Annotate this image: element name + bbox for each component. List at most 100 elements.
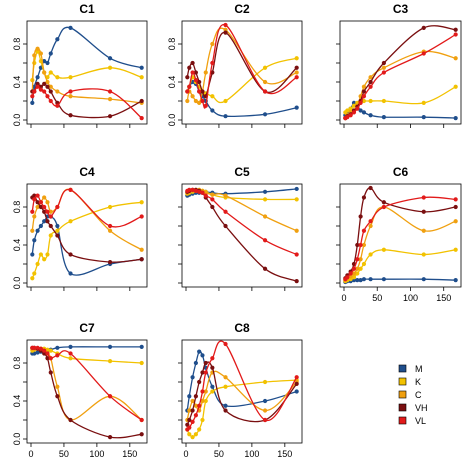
data-point — [68, 252, 73, 257]
series-vh — [185, 187, 299, 284]
data-point — [381, 70, 386, 75]
data-point — [381, 60, 386, 66]
data-point — [358, 257, 363, 262]
data-point — [210, 389, 215, 394]
data-point — [55, 204, 60, 210]
data-point — [200, 417, 205, 423]
data-point — [421, 209, 426, 214]
plot-frame — [26, 183, 148, 288]
y-tick-label: 0.4 — [167, 76, 177, 89]
data-point — [453, 56, 458, 61]
data-point — [368, 185, 373, 191]
data-point — [45, 219, 50, 224]
data-point — [368, 223, 373, 229]
data-point — [185, 89, 190, 94]
data-point — [453, 278, 458, 283]
data-point — [193, 360, 198, 366]
y-tick-label: 0.8 — [12, 38, 22, 51]
x-tick-label: 150 — [436, 293, 451, 303]
series-vl — [185, 187, 299, 257]
data-point — [139, 257, 144, 262]
data-point — [210, 365, 215, 370]
data-point — [262, 214, 268, 219]
panel-c7: C7 0.0 0.4 0.8 0 50 100 150 — [12, 321, 148, 459]
data-point — [55, 384, 60, 389]
series-k — [30, 200, 144, 281]
data-point — [210, 60, 215, 66]
data-point — [351, 110, 357, 115]
data-point — [45, 356, 50, 361]
data-point — [42, 257, 47, 262]
panel-title: C2 — [234, 2, 250, 16]
data-point — [139, 75, 144, 80]
data-point — [38, 87, 43, 92]
data-point — [42, 348, 47, 353]
data-point — [200, 398, 205, 404]
data-point — [32, 345, 37, 350]
data-point — [139, 214, 144, 219]
series-vl — [30, 187, 144, 229]
panel-title: C3 — [393, 2, 409, 16]
data-point — [453, 27, 458, 32]
data-point — [210, 384, 215, 389]
series-vl — [343, 195, 458, 282]
data-point — [68, 113, 73, 118]
data-point — [32, 197, 37, 202]
data-point — [453, 32, 458, 37]
data-point — [35, 200, 40, 205]
data-point — [55, 37, 60, 42]
data-point — [348, 271, 353, 276]
data-point — [345, 108, 350, 113]
data-point — [107, 359, 113, 364]
data-point — [35, 84, 40, 89]
data-point — [139, 98, 144, 104]
data-point — [262, 266, 268, 271]
data-point — [68, 25, 73, 30]
data-point — [210, 356, 215, 361]
y-tick-label: 0.8 — [12, 357, 22, 370]
plot-frame — [26, 20, 148, 125]
data-point — [361, 110, 367, 115]
data-point — [200, 190, 205, 195]
data-point — [355, 106, 360, 111]
data-point — [368, 252, 373, 257]
data-point — [203, 193, 208, 198]
data-point — [190, 70, 195, 75]
data-point — [368, 98, 373, 104]
data-point — [381, 115, 386, 120]
data-point — [32, 53, 37, 58]
data-point — [348, 106, 353, 111]
series-m — [30, 25, 144, 105]
data-point — [203, 370, 208, 375]
data-point — [193, 432, 198, 437]
x-tick-label: 0 — [28, 449, 33, 459]
data-point — [200, 353, 205, 358]
series-k — [30, 346, 144, 366]
data-point — [193, 78, 198, 83]
data-point — [361, 98, 367, 104]
data-point — [381, 65, 386, 70]
data-point — [139, 247, 144, 252]
data-point — [48, 98, 53, 104]
series-m — [343, 277, 458, 285]
data-point — [38, 51, 43, 56]
data-point — [107, 65, 113, 70]
legend: MKC VH VL — [398, 364, 428, 426]
panel-title: C4 — [79, 165, 95, 179]
data-point — [348, 113, 353, 118]
x-tick-label: 50 — [214, 449, 224, 459]
data-point — [203, 389, 208, 394]
data-point — [68, 89, 73, 94]
data-point — [55, 353, 60, 358]
data-point — [32, 89, 37, 94]
data-point — [358, 108, 363, 113]
data-point — [107, 260, 113, 265]
data-point — [381, 277, 386, 282]
data-point — [361, 94, 367, 99]
data-point — [68, 187, 73, 192]
data-point — [197, 349, 202, 354]
data-point — [368, 277, 373, 282]
data-point — [294, 70, 299, 75]
data-point — [48, 214, 53, 219]
data-point — [45, 94, 50, 99]
